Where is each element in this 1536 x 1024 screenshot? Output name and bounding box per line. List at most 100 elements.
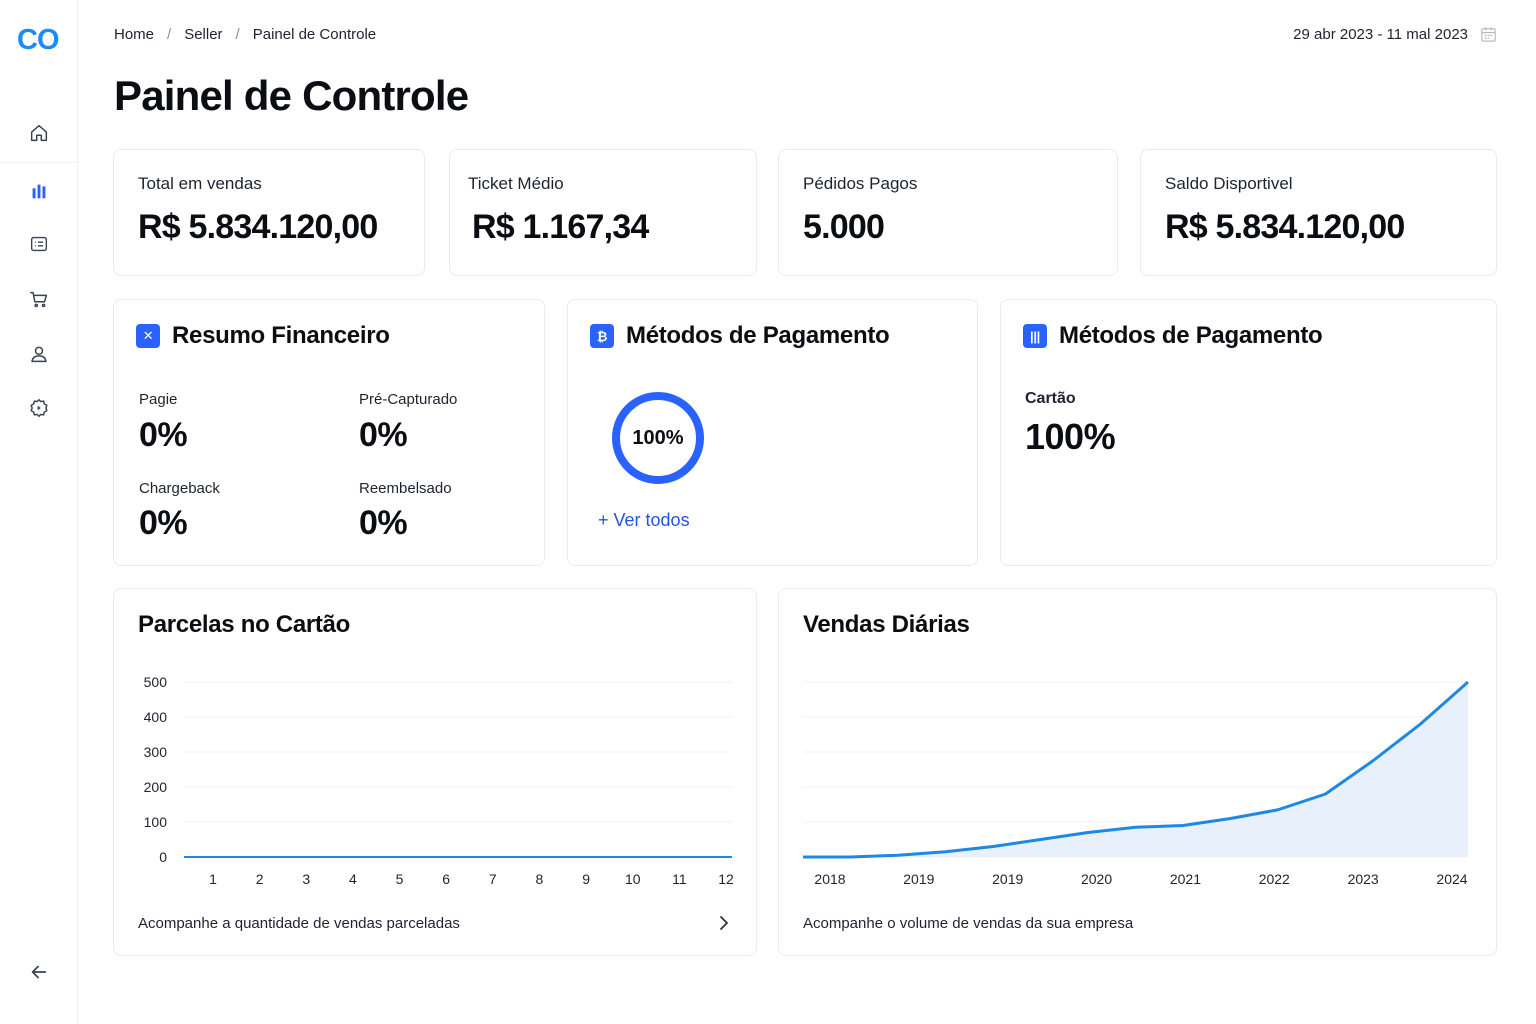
nav-divider [0,162,78,163]
x-tick-label: 3 [302,871,310,887]
chart-title: Parcelas no Cartão [138,611,351,638]
fin-value-pagie: 0% [139,416,188,454]
user-icon [31,346,47,363]
y-tick-label: 400 [144,709,168,725]
fin-value-pre-capturado: 0% [359,416,408,454]
fin-label-pre-capturado: Pré-Capturado [359,391,458,408]
x-tick-label: 2 [256,871,264,887]
y-tick-label: 0 [159,849,167,865]
breadcrumb-seller[interactable]: Seller [184,26,223,43]
settings-icon [30,399,48,417]
x-tick-label: 11 [672,871,687,887]
panel-title: ₿ Métodos de Pagamento [590,322,890,350]
y-tick-label: 200 [144,779,168,795]
arrow-left-icon [31,965,47,979]
x-tick-label: 2020 [1081,871,1112,887]
page-title: Painel de Controle [114,72,469,119]
fin-label-pagie: Pagie [139,391,178,408]
cart-icon [30,291,48,308]
sidebar-item-settings[interactable] [0,388,78,428]
vendas-chart: 2018 2019 2019 2020 2021 2022 2023 2024 [803,680,1469,887]
fin-label-reembolsado: Reembelsado [359,480,452,497]
x-tick-label: 2019 [992,871,1023,887]
fin-value-reembolsado: 0% [359,504,408,542]
metodos-pagamento-panel: ₿ Métodos de Pagamento 100% + Ver todos [567,299,978,566]
x-tick-label: 5 [396,871,404,887]
payment-method-label: Cartão [1025,390,1076,407]
ver-todos-link[interactable]: + Ver todos [598,510,690,530]
stat-card-total-vendas: Total em vendas R$ 5.834.120,00 [113,149,425,276]
close-square-icon: ✕ [136,324,160,348]
breadcrumb: Home / Seller / Painel de Controle [114,26,376,43]
x-tick-label: 2022 [1259,871,1290,887]
payment-donut-chart: 100% [608,388,708,488]
y-tick-label: 500 [144,674,168,690]
x-tick-label: 2021 [1170,871,1201,887]
x-tick-label: 4 [349,871,357,887]
fin-label-chargeback: Chargeback [139,480,220,497]
breadcrumb-separator: / [167,26,172,43]
sidebar-item-cart[interactable] [0,279,78,319]
x-tick-label: 2023 [1348,871,1379,887]
stat-card-pedidos-pagos: Pédidos Pagos 5.000 [778,149,1118,276]
panel-title: ✕ Resumo Financeiro [136,322,390,350]
sidebar-item-dashboard[interactable] [0,171,78,211]
area-fill [803,682,1468,857]
x-tick-label: 2019 [903,871,934,887]
x-tick-label: 7 [489,871,497,887]
sidebar-item-user[interactable] [0,334,78,374]
x-tick-label: 6 [442,871,450,887]
stat-label: Ticket Médio [468,174,564,193]
stat-card-saldo: Saldo Disportivel R$ 5.834.120,00 [1140,149,1497,276]
list-icon [30,236,48,252]
stat-value: R$ 1.167,34 [472,208,649,246]
x-tick-label: 2018 [814,871,845,887]
series-line [803,680,1469,859]
x-tick-label: 2024 [1436,871,1467,887]
stat-label: Pédidos Pagos [803,174,918,193]
sidebar: CO [0,0,78,1024]
vendas-chart-panel: Vendas Diárias 2018 2019 2019 2020 2021 2022 2… [778,588,1497,956]
chevron-right-icon[interactable] [716,913,732,933]
donut-label: 100% [632,426,684,449]
card-wave-icon: ||| [1023,324,1047,348]
y-tick-label: 300 [144,744,168,760]
bar-chart-icon [32,184,46,199]
panel-title: ||| Métodos de Pagamento [1023,322,1323,350]
breadcrumb-home[interactable]: Home [114,26,155,43]
stat-value: 5.000 [803,208,885,246]
x-tick-label: 10 [625,871,641,887]
parcelas-chart-panel: Parcelas no Cartão 0 100 200 300 400 500 1 2 3 4 5… [113,588,757,956]
date-range[interactable]: 29 abr 2023 - 11 mal 2023 [1293,26,1468,43]
chart-footer: Acompanhe a quantidade de vendas parcela… [138,915,460,932]
payment-method-icon: ₿ [590,324,614,348]
stat-value: R$ 5.834.120,00 [138,208,378,246]
x-tick-label: 12 [718,871,734,887]
calendar-icon[interactable] [1479,25,1498,44]
breadcrumb-current: Painel de Controle [252,26,377,43]
metodos-title: Métodos de Pagamento [626,322,890,349]
chart-title: Vendas Diárias [803,611,970,638]
metodos-title: Métodos de Pagamento [1059,322,1323,349]
donut-arc [612,392,704,484]
sidebar-item-home[interactable] [0,113,78,153]
breadcrumb-separator: / [235,26,240,43]
logo[interactable]: CO [17,24,59,56]
metodos-pagamento-cartao-panel: ||| Métodos de Pagamento Cartão 100% [1000,299,1497,566]
fin-value-chargeback: 0% [139,504,188,542]
x-tick-label: 8 [536,871,544,887]
x-tick-label: 1 [209,871,217,887]
chart-footer: Acompanhe o volume de vendas da sua empr… [803,915,1134,932]
y-tick-label: 100 [144,814,168,830]
resumo-title: Resumo Financeiro [172,322,390,349]
stat-card-ticket-medio: Ticket Médio R$ 1.167,34 [449,149,757,276]
payment-method-value: 100% [1025,416,1116,457]
stat-label: Saldo Disportivel [1165,174,1293,193]
stat-value: R$ 5.834.120,00 [1165,208,1405,246]
home-icon [30,124,48,142]
resumo-financeiro-panel: ✕ Resumo Financeiro Pagie 0% Pré-Captura… [113,299,545,566]
stat-label: Total em vendas [138,174,262,193]
collapse-sidebar-button[interactable] [0,952,78,992]
sidebar-item-list[interactable] [0,224,78,264]
